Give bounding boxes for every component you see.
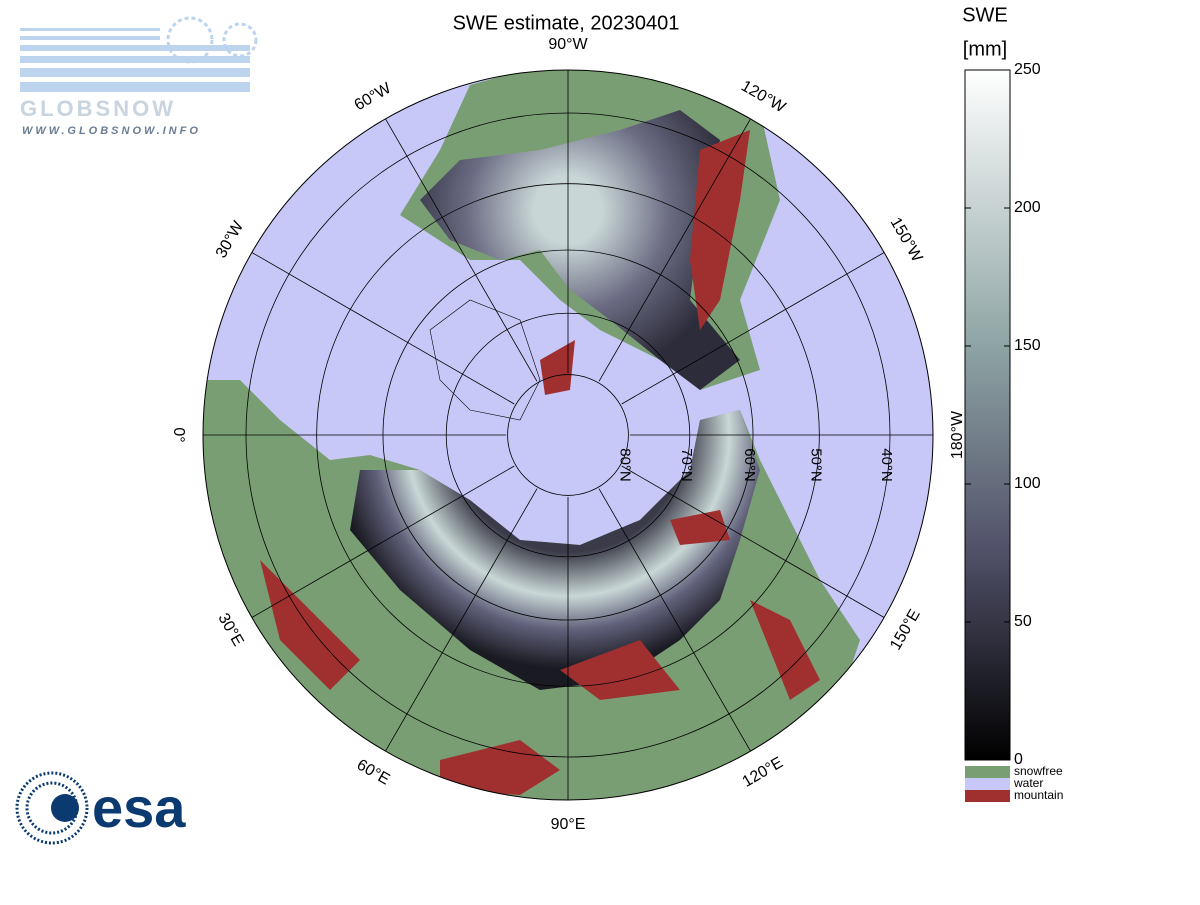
esa-logo: esa bbox=[15, 771, 186, 845]
meridian-label: 60°E bbox=[354, 756, 393, 788]
legend-swatch bbox=[965, 790, 1010, 802]
meridian-label: 150°W bbox=[887, 215, 926, 266]
meridian bbox=[621, 252, 885, 405]
meridian-label: 60°W bbox=[352, 79, 395, 114]
colorbar-tick-label: 150 bbox=[1014, 337, 1041, 354]
esa-text: esa bbox=[92, 776, 186, 839]
meridian bbox=[598, 118, 751, 382]
colorbar-tick-label: 100 bbox=[1014, 475, 1041, 492]
globsnow-url: WWW.GLOBSNOW.INFO bbox=[22, 125, 201, 137]
parallel-label: 50°N bbox=[807, 448, 824, 482]
meridian-label: 120°W bbox=[738, 78, 789, 117]
meridian-label: 150°E bbox=[887, 607, 924, 653]
legend-swatch bbox=[965, 778, 1010, 790]
parallel-label: 70°N bbox=[678, 448, 695, 482]
meridian bbox=[251, 465, 515, 618]
map-title: SWE estimate, 20230401 bbox=[453, 12, 680, 34]
colorbar-label: SWE bbox=[962, 4, 1008, 26]
parallel-label: 40°N bbox=[878, 448, 895, 482]
meridian bbox=[621, 465, 885, 618]
colorbar bbox=[964, 69, 1011, 761]
legend-swatch bbox=[965, 766, 1010, 778]
meridian bbox=[598, 488, 751, 752]
parallel bbox=[316, 183, 820, 687]
meridian-label: 90°E bbox=[551, 816, 586, 833]
meridian bbox=[385, 118, 538, 382]
meridian-label: 120°E bbox=[740, 754, 786, 791]
polar-map bbox=[202, 69, 934, 801]
meridian-label: 30°E bbox=[214, 611, 246, 650]
globsnow-logo: GLOBSNOW WWW.GLOBSNOW.INFO bbox=[20, 16, 258, 137]
colorbar-tick-label: 200 bbox=[1014, 199, 1041, 216]
colorbar-label: [mm] bbox=[963, 38, 1007, 60]
parallel bbox=[507, 374, 629, 496]
meridian-label: 0° bbox=[170, 427, 187, 442]
legend-label: water bbox=[1013, 776, 1043, 790]
parallel bbox=[382, 249, 754, 621]
legend-label: mountain bbox=[1014, 788, 1063, 802]
colorbar-tick-label: 0 bbox=[1014, 751, 1023, 768]
colorbar-tick-label: 250 bbox=[1014, 61, 1041, 78]
meridian bbox=[385, 488, 538, 752]
colorbar-tick-label: 50 bbox=[1014, 613, 1032, 630]
globsnow-text: GLOBSNOW bbox=[20, 96, 176, 121]
legend-label: snowfree bbox=[1014, 764, 1063, 778]
greenland bbox=[429, 299, 541, 421]
meridian bbox=[251, 252, 515, 405]
parallel-label: 80°N bbox=[616, 448, 633, 482]
map-border bbox=[202, 69, 934, 801]
meridian-label: 180°W bbox=[949, 410, 966, 459]
eurasia-snow bbox=[350, 410, 760, 690]
parallel bbox=[245, 112, 891, 758]
meridian-label: 90°W bbox=[548, 36, 588, 53]
meridian-label: 30°W bbox=[213, 218, 248, 261]
parallel bbox=[445, 312, 691, 558]
parallel-label: 60°N bbox=[741, 448, 758, 482]
